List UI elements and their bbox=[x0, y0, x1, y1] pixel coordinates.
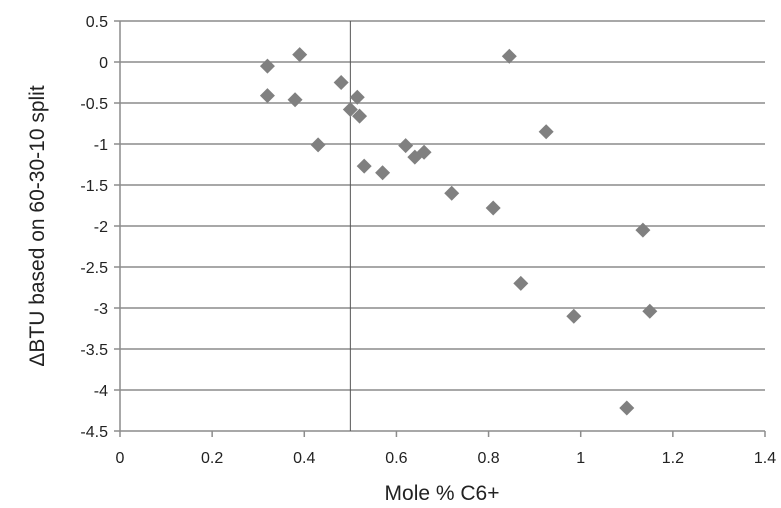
y-tick-label: -2.5 bbox=[80, 260, 108, 277]
x-tick-label: 0.8 bbox=[477, 450, 499, 467]
data-point bbox=[642, 303, 658, 319]
data-point bbox=[356, 158, 372, 174]
data-point bbox=[352, 108, 368, 124]
data-point bbox=[259, 58, 275, 74]
data-point bbox=[375, 165, 391, 181]
y-tick-label: -3 bbox=[94, 301, 108, 318]
data-point bbox=[287, 92, 303, 108]
x-tick-label: 0.4 bbox=[293, 450, 315, 467]
y-axis-title: ΔBTU based on 60-30-10 split bbox=[26, 85, 49, 367]
y-tick-label: -3.5 bbox=[80, 342, 108, 359]
y-tick-label: 0 bbox=[99, 55, 108, 72]
x-tick-label: 0 bbox=[116, 450, 125, 467]
data-point bbox=[416, 144, 432, 160]
data-point bbox=[349, 89, 365, 105]
data-point bbox=[342, 102, 358, 118]
y-tick-label: 0.5 bbox=[86, 14, 108, 31]
data-point bbox=[635, 222, 651, 238]
data-point bbox=[485, 200, 501, 216]
x-tick-label: 1.2 bbox=[662, 450, 684, 467]
data-point bbox=[619, 400, 635, 416]
data-point bbox=[292, 47, 308, 63]
data-point bbox=[566, 308, 582, 324]
x-tick-label: 1 bbox=[576, 450, 585, 467]
tick-labels: 0.5 0 -0.5 -1 -1.5 -2 -2.5 -3 -3.5 -4 -4.5 0 0.2 0.4 0… bbox=[80, 14, 776, 467]
data-point bbox=[538, 124, 554, 140]
y-tick-label: -4.5 bbox=[80, 424, 108, 441]
data-point bbox=[310, 137, 326, 153]
x-tick-label: 0.2 bbox=[201, 450, 223, 467]
y-tick-label: -2 bbox=[94, 219, 108, 236]
data-point bbox=[333, 75, 349, 90]
axes bbox=[114, 20, 766, 437]
x-axis-title: Mole % C6+ bbox=[385, 482, 500, 505]
y-tick-label: -1.5 bbox=[80, 178, 108, 195]
gridlines bbox=[120, 20, 765, 432]
data-points bbox=[259, 47, 658, 416]
data-point bbox=[444, 185, 460, 201]
x-tick-label: 1.4 bbox=[754, 450, 776, 467]
data-point bbox=[501, 48, 517, 64]
y-tick-label: -4 bbox=[94, 383, 108, 400]
data-point bbox=[259, 88, 275, 104]
x-tick-label: 0.6 bbox=[385, 450, 407, 467]
y-tick-label: -0.5 bbox=[80, 96, 108, 113]
data-point bbox=[398, 138, 414, 154]
data-point bbox=[513, 275, 529, 291]
y-tick-label: -1 bbox=[94, 137, 108, 154]
